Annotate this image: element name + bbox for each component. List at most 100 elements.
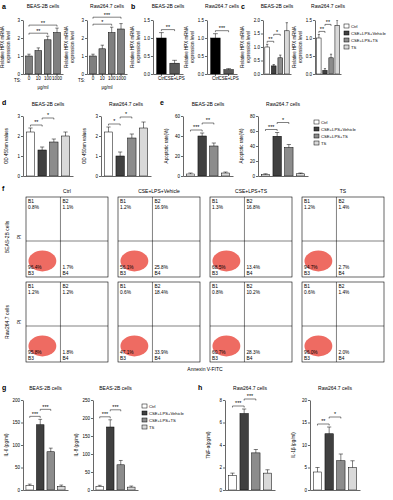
bar: [26, 132, 34, 176]
quadrant-value: 95.8%: [28, 350, 42, 355]
axis-line: [23, 401, 24, 491]
tick-label: 1000: [52, 76, 63, 81]
error-bar: [212, 143, 216, 146]
x-axis: 0101001000: [24, 74, 64, 81]
tick: 0.5: [144, 54, 153, 59]
significance-label: *: [47, 112, 50, 118]
legend-label: TS: [149, 425, 155, 430]
tick-label: 1.0: [306, 36, 313, 41]
significance-label: ***: [42, 404, 49, 410]
quadrant-name: B3: [304, 271, 310, 276]
tick-label: 10: [100, 76, 106, 81]
category-title: TS:: [78, 78, 85, 83]
bar: [186, 174, 194, 176]
bar: [313, 472, 321, 490]
tick-label: 20: [175, 154, 181, 159]
column-header: CSE+LPS+Vehicle: [138, 188, 180, 194]
bar: [47, 452, 55, 490]
legend-label: Ctrl: [321, 120, 328, 125]
tick-label: 0: [177, 174, 180, 179]
quadrant-name: B1: [120, 284, 126, 289]
tick-label: 0.0: [144, 72, 151, 77]
tick-label: 4: [219, 443, 222, 448]
y-axis: 0123: [17, 114, 23, 179]
error-bar: [330, 54, 332, 58]
tick-label: 0: [92, 76, 95, 81]
error-bar: [242, 409, 246, 414]
cell-cloud: [28, 251, 56, 272]
tick-mark: [223, 468, 225, 469]
quadrant-value: 1.7%: [62, 265, 74, 270]
quadrant-value: 1.4%: [338, 205, 350, 210]
tick: 3: [95, 114, 101, 119]
quadrant-value: 0.6%: [120, 290, 132, 295]
x-axis: CtrlCSE+LPS: [154, 74, 185, 81]
error-bar: [254, 450, 258, 453]
tick-label: 2: [17, 36, 20, 41]
significance-label: ***: [235, 400, 242, 406]
y-axis: 050100150200250: [82, 398, 93, 493]
significance-label: ***: [219, 25, 226, 31]
error-bar: [28, 128, 32, 132]
tick: 0.5: [306, 54, 315, 59]
tick-label: 0.0: [254, 72, 261, 77]
error-bar: [38, 419, 42, 424]
bar: [54, 33, 61, 74]
bar: [117, 465, 125, 490]
tick-label: 0: [252, 174, 255, 179]
quadrant-name: B1: [304, 284, 310, 289]
plot-area: [186, 133, 229, 176]
cell-cloud: [304, 336, 332, 357]
axis-line: [93, 401, 94, 491]
tick-label: 1.5: [198, 18, 205, 23]
quadrant-name: B4: [246, 356, 252, 361]
error-bar: [40, 147, 44, 150]
tick-label: 20: [302, 398, 308, 403]
bar-chart: 02468TNF-α(pg/ml)Raw264.7 cells******: [206, 385, 276, 493]
tick-label: 0: [81, 72, 84, 77]
panel-label: e: [160, 99, 164, 106]
quadrant-line: [26, 326, 108, 327]
x-axis-title: μg/ml: [101, 85, 112, 90]
axis-line: [94, 490, 139, 491]
significance-label: **: [326, 19, 331, 25]
significance-label: ***: [102, 411, 109, 417]
x-axis: [226, 490, 276, 491]
tick: 0: [17, 174, 23, 179]
tick: 200: [12, 398, 23, 403]
bar: [224, 70, 233, 74]
chart-title: Raw264.7 cells: [109, 101, 143, 107]
tick: 0: [252, 174, 258, 179]
bar: [337, 461, 345, 490]
tick: 0.0: [254, 72, 263, 77]
quadrant-line: [152, 197, 153, 277]
axis-line: [310, 401, 311, 491]
significance-label: ***: [104, 12, 111, 18]
bar: [271, 66, 276, 74]
y-axis: 0123: [81, 18, 87, 77]
quadrant-line: [26, 241, 108, 242]
tick-label: 3: [17, 18, 20, 23]
bar: [36, 425, 44, 490]
bar: [116, 156, 124, 176]
tick-mark: [99, 176, 101, 177]
tick: 1.0: [254, 45, 263, 50]
error-bar: [226, 69, 231, 70]
y-axis-title: Relative HPX mRNAexpression level: [64, 26, 75, 67]
tick-mark: [21, 445, 23, 446]
quadrant-value: 33.9%: [154, 350, 168, 355]
tick-mark: [205, 56, 207, 57]
error-bar: [159, 33, 164, 38]
axis-line: [24, 74, 64, 75]
axis-line: [183, 117, 184, 177]
error-bar: [119, 460, 123, 464]
y-axis: 0204060: [175, 114, 184, 179]
flow-plot: B11.3%B216.8%B368.5%B413.4%: [210, 197, 292, 277]
legend-label: Ctrl: [149, 404, 156, 409]
chart-title: BEAS-2B cells: [99, 385, 132, 391]
quadrant-name: B4: [62, 356, 68, 361]
quadrant-value: 1.3%: [212, 205, 224, 210]
tick-label: 2: [81, 36, 84, 41]
plot-area: [26, 419, 65, 490]
tick-label: 1: [95, 154, 98, 159]
